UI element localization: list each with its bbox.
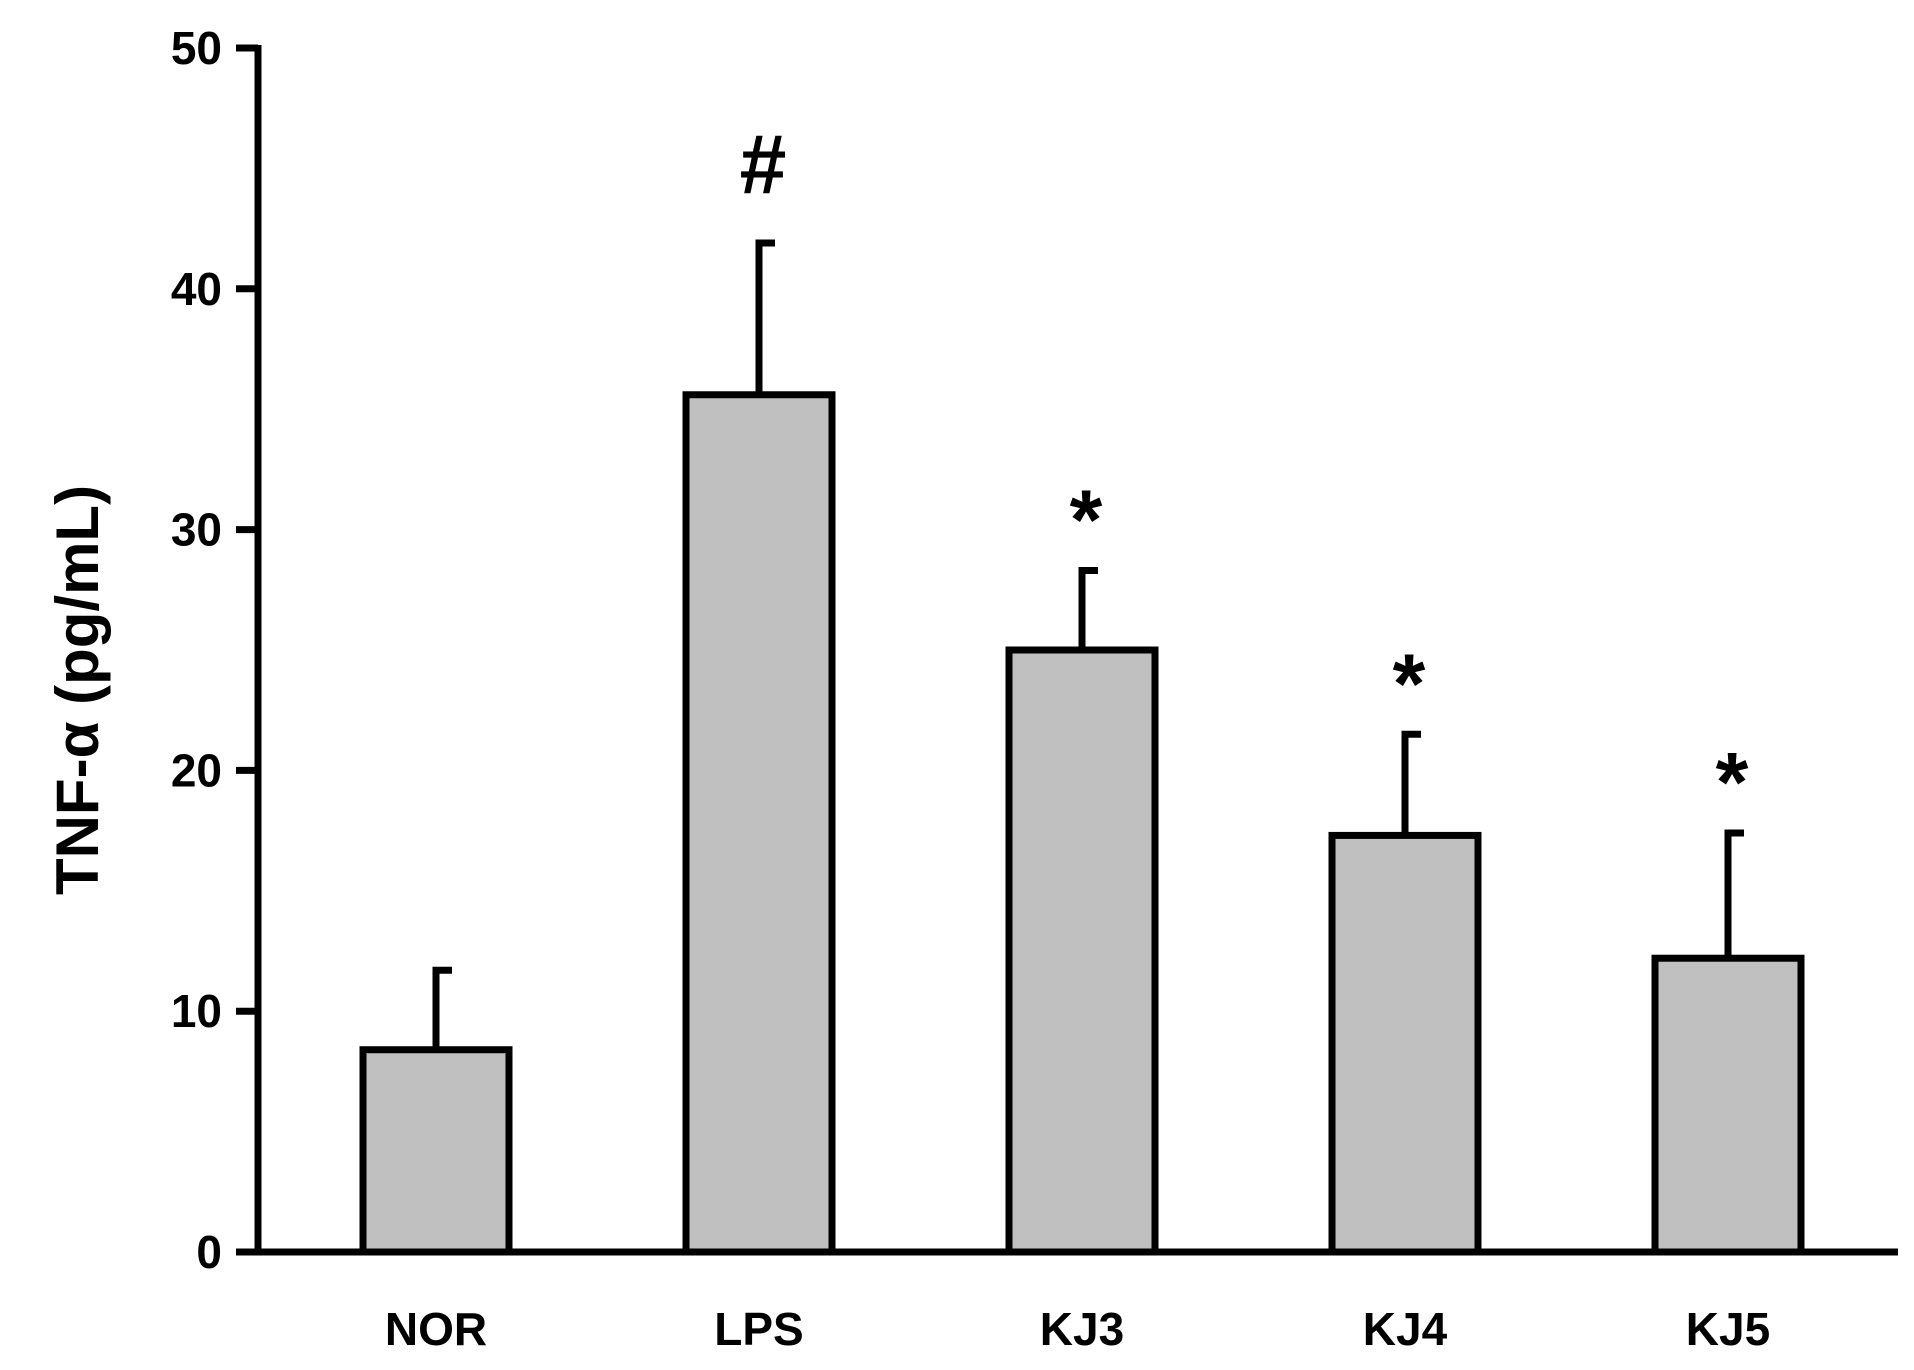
y-tick-label-40: 40 [171, 263, 222, 315]
significance-marker-kj4: * [1393, 636, 1426, 730]
significance-marker-kj5: * [1716, 735, 1749, 829]
y-tick-label-30: 30 [171, 504, 222, 556]
y-axis-label: TNF-α (pg/mL) [44, 485, 111, 895]
y-tick-label-50: 50 [171, 22, 222, 74]
x-tick-label-kj4: KJ4 [1363, 1303, 1448, 1355]
bar-kj4 [1328, 831, 1482, 1256]
x-tick-label-kj3: KJ3 [1040, 1303, 1124, 1355]
x-tick-label-kj5: KJ5 [1686, 1303, 1770, 1355]
bar-nor [359, 1046, 513, 1256]
bar-kj5 [1651, 954, 1805, 1256]
y-tick-label-0: 0 [196, 1226, 222, 1278]
significance-marker-lps: # [740, 117, 787, 211]
significance-marker-kj3: * [1070, 473, 1103, 567]
bar-lps [682, 391, 836, 1256]
x-tick-label-nor: NOR [385, 1303, 487, 1355]
bar-kj3 [1005, 646, 1159, 1256]
y-tick-label-20: 20 [171, 744, 222, 796]
x-tick-label-lps: LPS [714, 1303, 803, 1355]
y-tick-label-10: 10 [171, 985, 222, 1037]
